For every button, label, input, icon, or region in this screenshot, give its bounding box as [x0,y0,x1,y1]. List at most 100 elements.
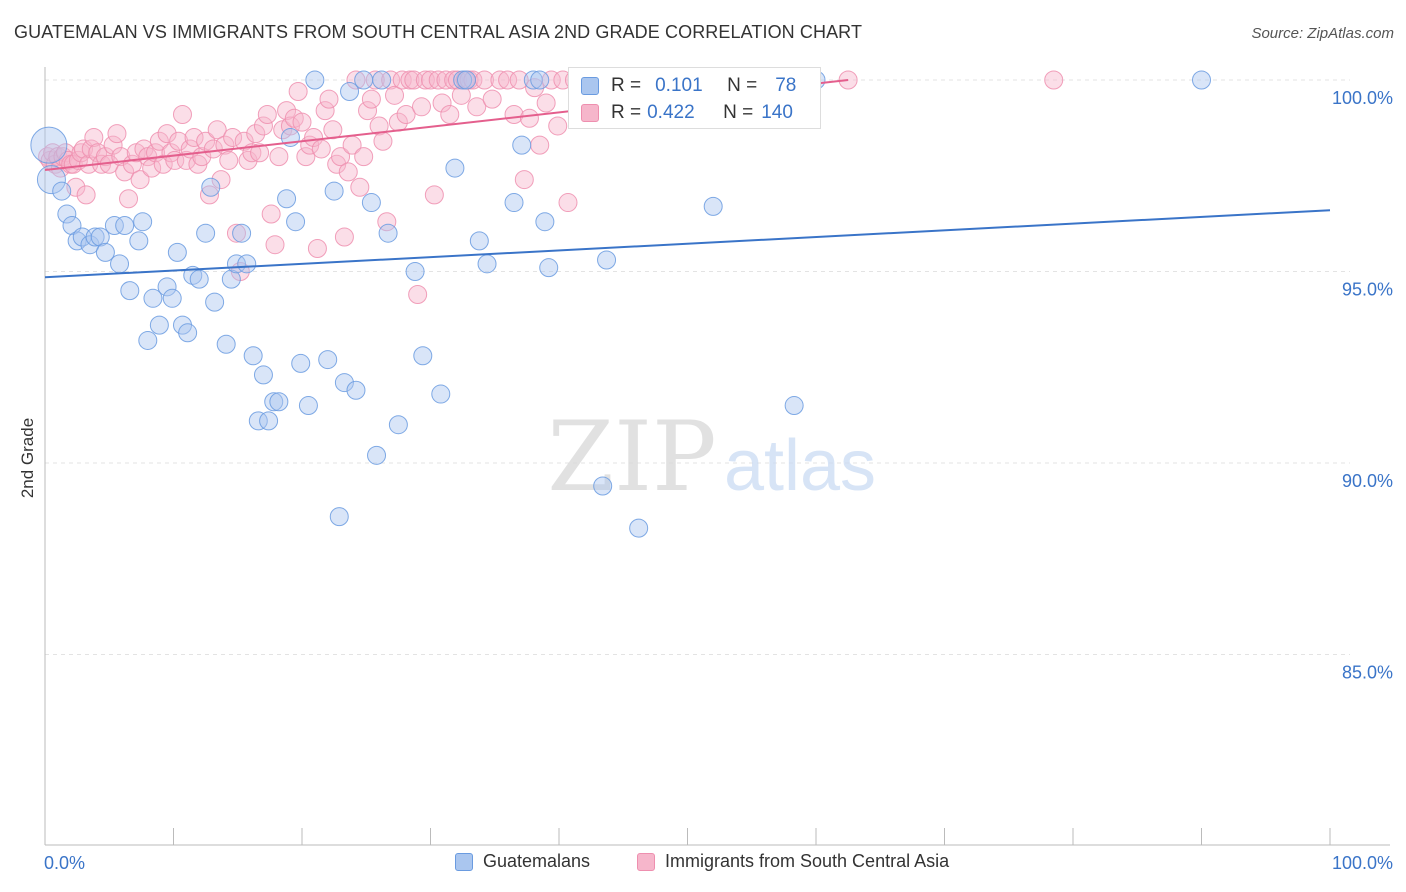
blue-point [1192,70,1211,90]
pink-point [66,177,86,197]
pink-point [319,89,339,109]
blue-point [784,396,804,416]
blue-point [162,288,182,308]
blue-point [189,269,209,289]
r-label: R = [611,102,642,123]
pink-point [288,81,308,101]
pink-point [196,131,216,151]
blue-point [372,70,392,90]
pink-point [63,154,83,174]
blue-point [120,281,140,301]
blue-point [703,196,723,216]
legend-swatch-blue [455,852,473,871]
pink-point [467,97,487,117]
blue-point [597,250,617,270]
pink-point [514,170,534,190]
blue-point [388,415,408,435]
blue-point [405,262,425,281]
pink-point [338,162,358,182]
blue-point [259,411,279,431]
pink-point [365,70,385,90]
pink-point [315,101,335,121]
pink-point [392,70,412,90]
x-tick-label: 0.0% [44,853,85,873]
blue-point [248,411,268,431]
pink-point [548,116,568,136]
pink-point [408,284,428,304]
blue-point [346,380,366,400]
blue-point [115,216,135,236]
blue-point [329,507,349,527]
pink-point [211,170,231,190]
pink-point [76,185,96,205]
blue-point [30,126,68,164]
blue-point [324,181,344,201]
blue-point [535,212,555,232]
pink-point [530,135,550,155]
r-label: R = [611,75,642,96]
y-tick-label: 90.0% [1342,471,1393,491]
pink-point [250,143,270,163]
pink-point [346,70,366,90]
legend-swatch-pink [637,852,655,871]
blue-point [264,392,284,412]
r-value: 0.101 [655,75,703,96]
pink-point [421,70,440,90]
pink-point [226,223,246,243]
pink-point [176,150,196,170]
blue-point [221,269,241,289]
pink-point [292,112,312,132]
blue-point [110,254,130,274]
pink-point [354,147,374,167]
pink-point [436,70,456,90]
pink-point [504,104,524,124]
blue-point [67,231,87,251]
blue-point [431,384,451,404]
blue-point [286,212,306,232]
blue-point [277,189,297,209]
blue-point [216,334,236,354]
blue-point [504,193,524,213]
n-value: 78 [775,75,797,96]
x-tick-label: 100.0% [1332,853,1393,873]
pink-point [234,131,254,151]
pink-point [172,104,192,124]
pink-point [331,147,351,167]
pink-point [432,93,452,113]
blue-point [298,396,318,416]
pink-point [334,227,354,247]
pink-point [169,131,189,151]
pink-point [373,131,393,151]
pink-point [115,162,135,182]
correlation-row-blue: R = 0.101 N = 78 [581,74,796,98]
blue-point [129,231,149,251]
legend-item-guatemalans[interactable]: Guatemalans [455,851,590,872]
blue-point [318,350,338,370]
legend-item-immigrants[interactable]: Immigrants from South Central Asia [637,851,949,872]
n-label: N = [727,75,758,96]
blue-point [201,177,221,197]
axes [44,67,1390,846]
legend-label: Guatemalans [483,851,591,871]
blue-point [477,254,497,274]
grid-lines [45,79,1350,655]
blue-point [361,193,381,213]
pink-swatch [581,104,599,122]
blue-point [133,212,153,232]
blue-point [36,165,66,195]
pink-point [157,124,177,144]
blue-point [237,254,257,274]
blue-point [95,242,115,262]
blue-point [340,81,360,101]
pink-point [369,116,389,136]
blue-trend-line [44,209,1331,279]
blue-point [413,346,433,366]
pink-point [361,89,381,109]
blue-point [90,227,110,247]
pink-point [203,139,223,159]
pink-point [463,70,483,90]
blue-point [291,353,311,373]
pink-point [304,127,324,147]
pink-point [246,124,266,144]
